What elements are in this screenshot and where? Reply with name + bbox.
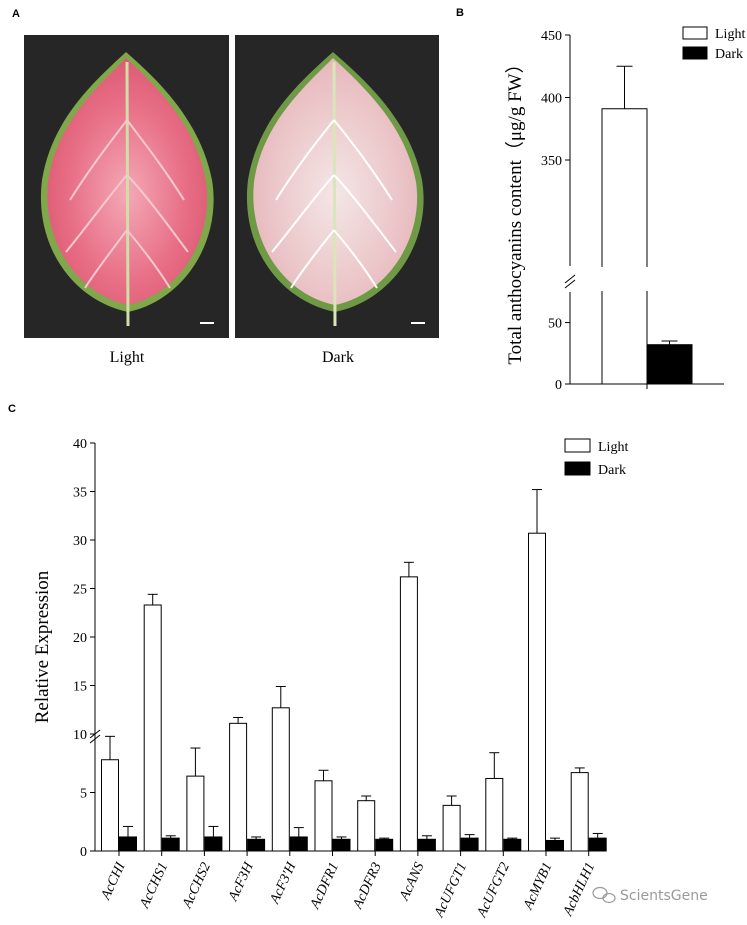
x-tick-label: AcF3'H <box>267 860 300 907</box>
y-tick-label: 50 <box>548 317 562 332</box>
y-axis-title: Total anthocyanins content（μg/g FW） <box>504 54 526 364</box>
x-tick-label: AcUFGT1 <box>432 860 471 920</box>
photo-light <box>24 35 229 338</box>
chart-c: 0 5 10 15 20 25 30 35 40 Relative Expression AcCHI… <box>32 437 628 920</box>
panel-b-letter: B <box>456 7 464 19</box>
bar-dark <box>204 836 223 852</box>
y-tick-label: 20 <box>73 631 87 646</box>
x-tick-label: AcDFR1 <box>307 860 342 912</box>
photo-dark-label: Dark <box>322 349 354 366</box>
y-tick-label: 350 <box>541 154 562 169</box>
bar-light <box>143 604 162 852</box>
bar-dark <box>546 839 564 852</box>
x-tick-label: AcbHLH1 <box>560 860 598 919</box>
x-tick-label: AcMYB1 <box>521 860 556 912</box>
bar-light <box>601 108 648 385</box>
bar-dark <box>460 837 479 852</box>
legend-label-light: Light <box>715 27 745 42</box>
legend-swatch-light <box>682 26 708 40</box>
watermark-text: ScientsGene <box>620 888 708 904</box>
axis-break-mark <box>89 734 101 744</box>
x-tick-label: AcF3H <box>226 860 257 905</box>
y-tick-label: 5 <box>80 787 87 802</box>
bar-light <box>485 777 504 852</box>
photo-light-label: Light <box>110 349 145 366</box>
x-tick-label: AcCHS1 <box>137 860 171 911</box>
bar-dark <box>247 838 266 852</box>
bar-light <box>186 775 205 852</box>
y-tick-label: 30 <box>73 534 87 549</box>
bar-dark <box>375 838 394 852</box>
bar-dark <box>289 836 308 852</box>
y-tick-label: 35 <box>73 486 87 501</box>
bar-light <box>101 759 119 852</box>
watermark: ScientsGene <box>592 886 708 904</box>
bar-dark <box>332 838 351 852</box>
bar-dark <box>119 836 137 852</box>
chart-b: 0 50 350 400 450 Total anthocyanins content（μ… <box>504 26 745 393</box>
y-tick-label: 10 <box>73 728 87 743</box>
legend-label-light: Light <box>598 440 628 455</box>
y-tick-label: 0 <box>555 378 562 393</box>
bar-light <box>271 707 290 852</box>
bar-dark <box>646 344 693 385</box>
bar-light <box>314 780 333 852</box>
y-tick-label: 0 <box>80 845 87 860</box>
y-tick-label: 400 <box>541 92 562 107</box>
bar-light <box>442 804 461 852</box>
x-tick-label: AcANS <box>397 860 428 903</box>
bar-light <box>229 722 248 852</box>
panel-c-letter: C <box>8 403 16 415</box>
bar-dark <box>503 838 522 852</box>
axis-break-mark <box>564 274 576 284</box>
wechat-icon <box>592 886 616 904</box>
x-tick-label: AcCHI <box>98 859 129 903</box>
y-tick-label: 40 <box>73 437 87 452</box>
bar-light <box>570 772 589 852</box>
panel-a-letter: A <box>12 8 20 20</box>
bar-light <box>528 532 546 852</box>
bar-break-gap <box>601 267 648 291</box>
legend-swatch-dark <box>682 46 708 60</box>
photo-dark <box>235 35 439 338</box>
x-tick-label: AcCHS2 <box>180 860 214 911</box>
x-tick-label: AcUFGT2 <box>474 860 513 920</box>
bar-light <box>399 576 418 852</box>
bar-dark <box>161 837 180 852</box>
legend-swatch-dark <box>564 461 591 476</box>
legend-swatch-light <box>564 438 591 453</box>
bar-dark <box>417 838 436 852</box>
y-axis-title: Relative Expression <box>32 570 53 723</box>
y-tick-label: 450 <box>541 29 562 44</box>
x-tick-label: AcDFR3 <box>350 860 385 912</box>
bar-light <box>357 800 376 852</box>
axis-break-mark <box>564 279 576 289</box>
y-tick-label: 25 <box>73 583 87 598</box>
legend-label-dark: Dark <box>598 463 626 478</box>
bar-dark <box>588 837 607 852</box>
y-tick-label: 15 <box>73 680 87 695</box>
legend-label-dark: Dark <box>715 47 743 62</box>
